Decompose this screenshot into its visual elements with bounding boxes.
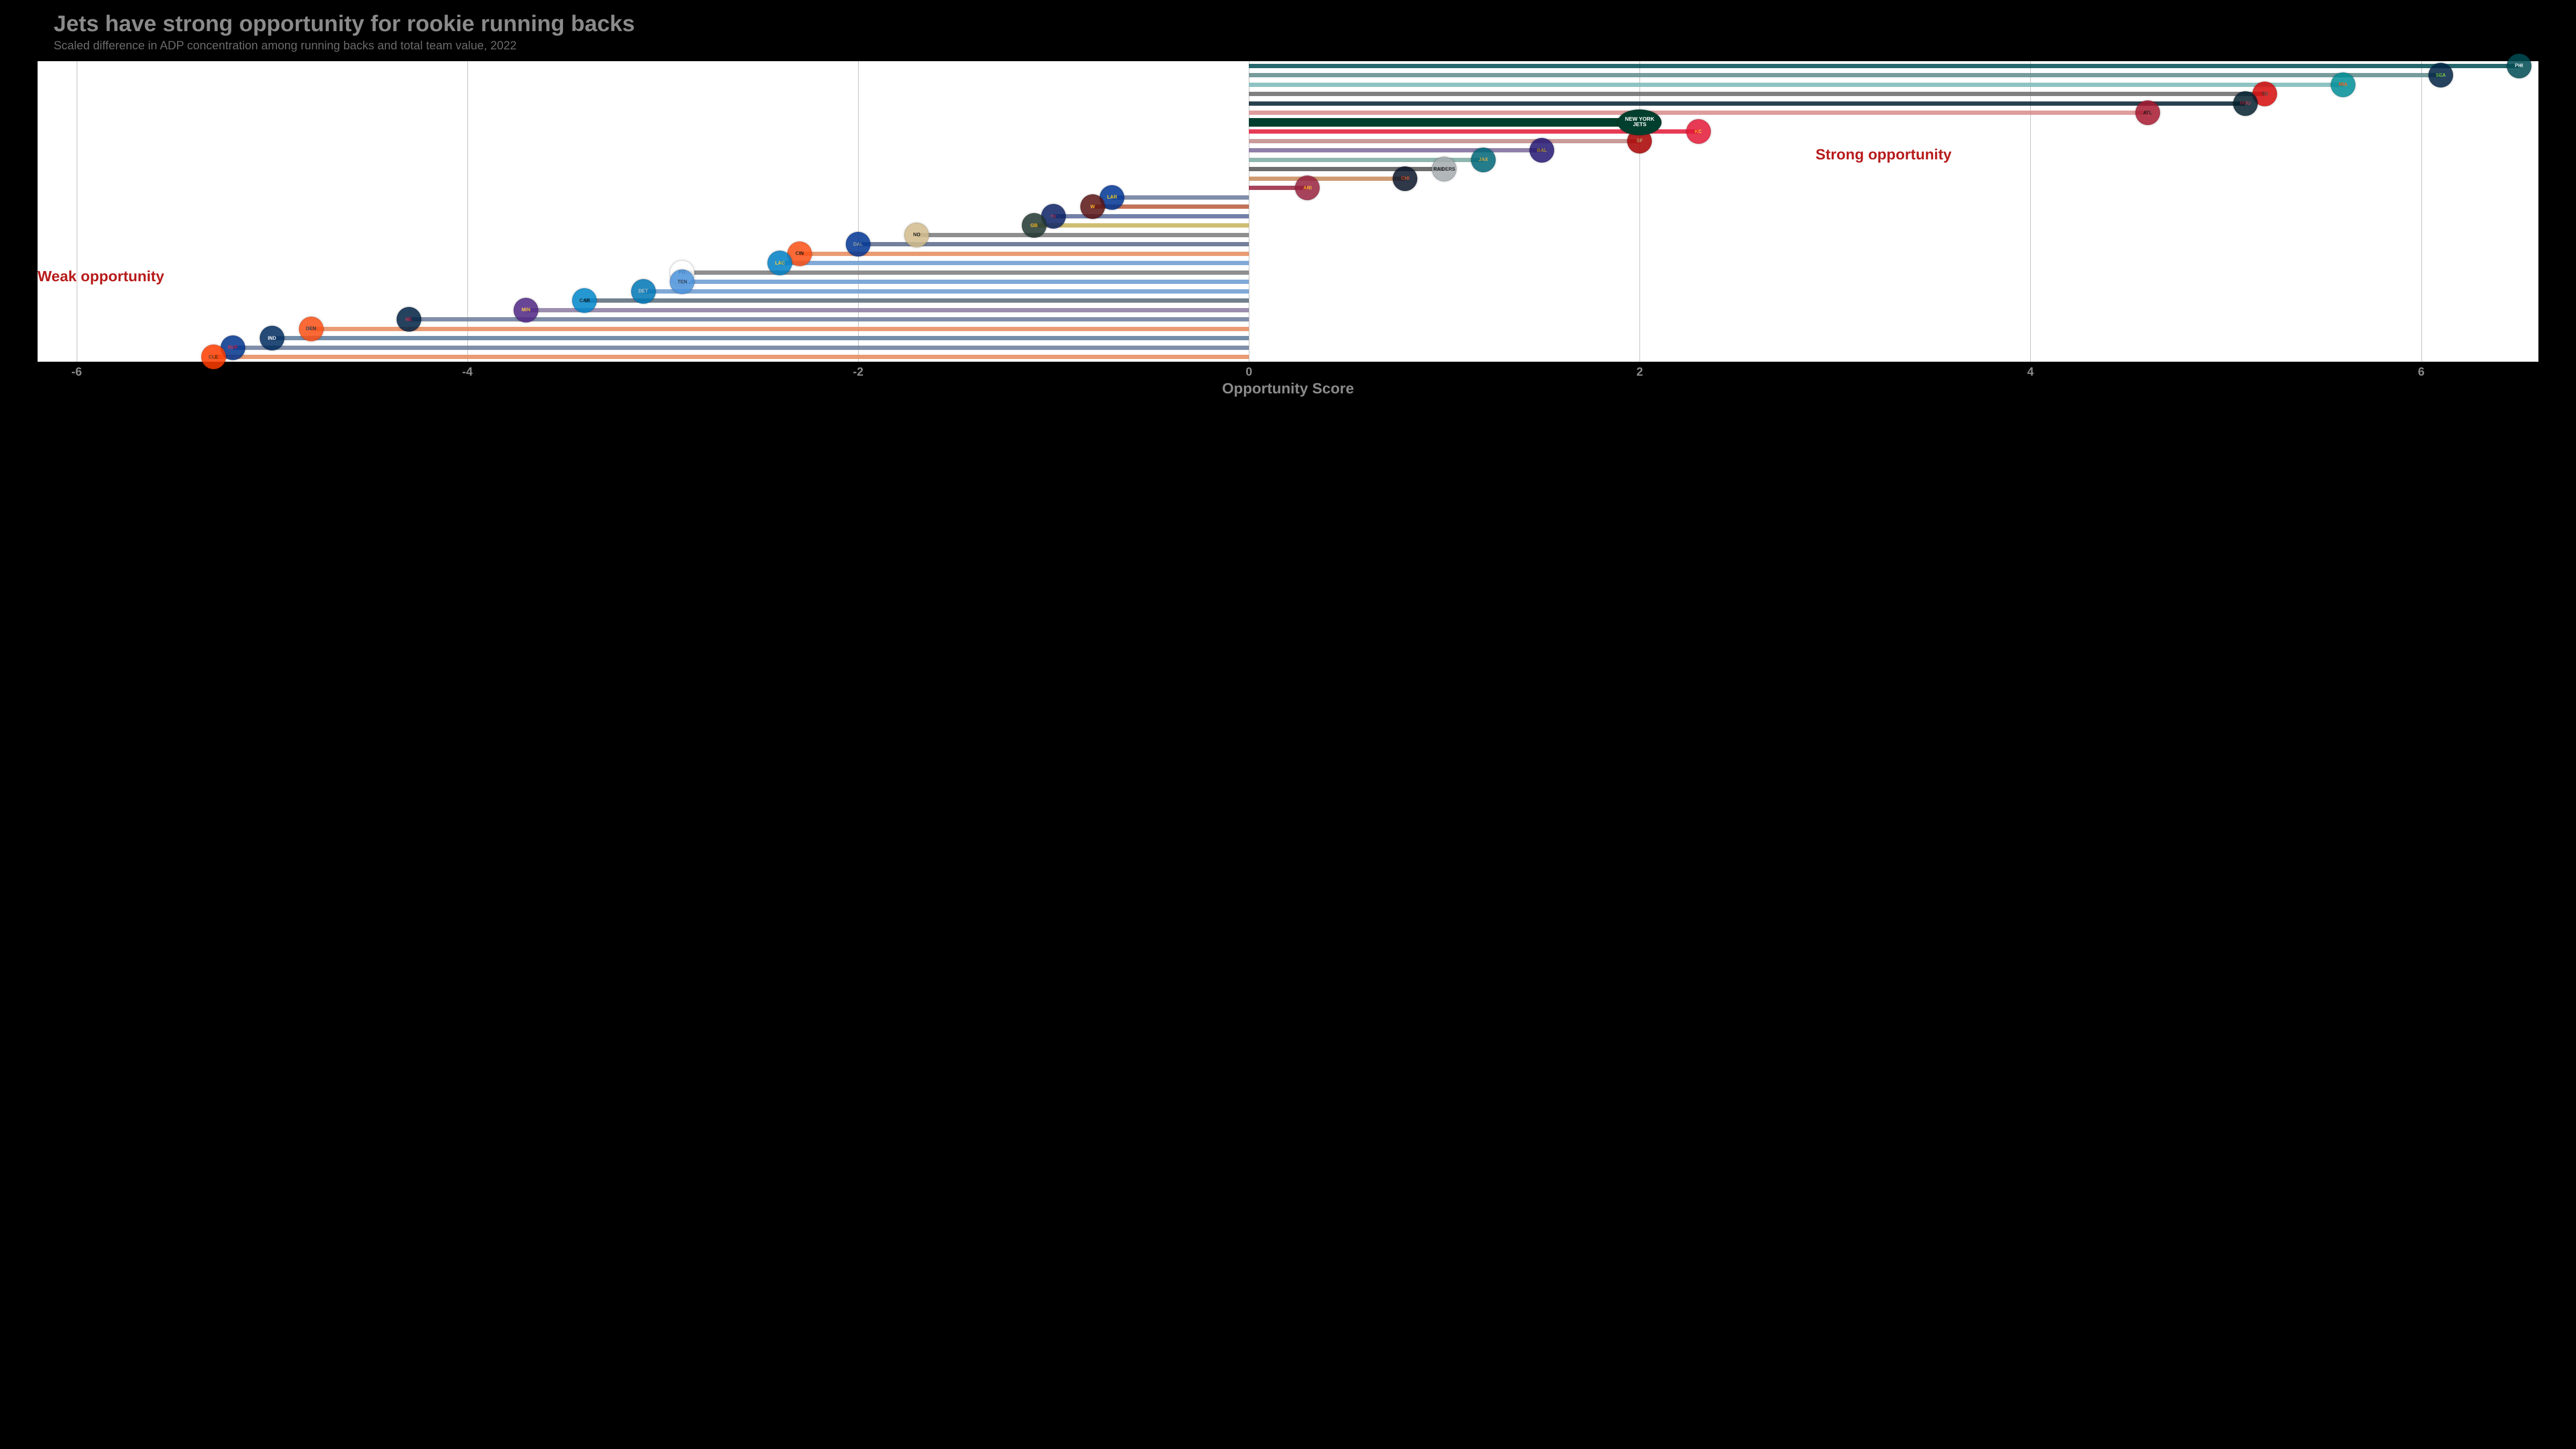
team-logo-det: DET: [631, 279, 656, 304]
bar-ind: [272, 336, 1249, 340]
bar-sf: [1249, 139, 1640, 143]
bar-det: [643, 289, 1249, 294]
bar-row: [38, 287, 2538, 296]
bar-row: [38, 202, 2538, 212]
x-tick: 6: [2418, 365, 2424, 379]
bar-ten: [682, 280, 1249, 284]
bar-no: [917, 233, 1249, 237]
bar-row: [38, 165, 2538, 174]
bar-bal: [1249, 148, 1542, 152]
team-logo-ind: IND: [260, 326, 284, 350]
bar-row: [38, 334, 2538, 343]
team-logo-nyj: NEW YORK JETS: [1618, 109, 1662, 135]
bar-pit: [682, 270, 1249, 275]
team-logo-den: DEN: [299, 317, 324, 341]
bar-hou: [1249, 101, 2245, 106]
bar-row: [38, 343, 2538, 353]
bar-lar: [1112, 195, 1249, 200]
bar-row: [38, 99, 2538, 108]
team-logo-hou: HOU: [2233, 91, 2258, 116]
bar-atl: [1249, 111, 2148, 115]
team-logo-ne: NE: [397, 307, 421, 332]
team-logo-mia: MIA: [2331, 72, 2355, 97]
bar-row: [38, 277, 2538, 287]
plot-area: PHISEAMIATBHOUATLNEW YORK JETSKCSFBALJAX…: [38, 61, 2538, 362]
team-logo-gb: GB: [1022, 213, 1046, 238]
bar-chi: [1249, 177, 1405, 181]
team-logo-bal: BAL: [1529, 138, 1554, 163]
annotation: Weak opportunity: [38, 268, 164, 285]
team-logo-jax: JAX: [1471, 148, 1496, 172]
team-logo-kc: KC: [1686, 119, 1711, 144]
bar-row: [38, 108, 2538, 118]
team-logo-atl: ATL: [2135, 100, 2160, 125]
bar-row: [38, 136, 2538, 146]
x-tick: -6: [71, 365, 82, 379]
bar-row: [38, 90, 2538, 99]
bar-lac: [780, 261, 1249, 265]
team-logo-cle: CLE: [201, 345, 226, 369]
team-logo-sea: SEA: [2428, 63, 2453, 87]
bar-row: [38, 249, 2538, 259]
bar-row: [38, 230, 2538, 240]
bar-mia: [1249, 83, 2343, 87]
bar-row: [38, 127, 2538, 137]
bar-car: [584, 298, 1249, 303]
bar-row: [38, 155, 2538, 165]
team-logo-car: CAR: [572, 288, 597, 313]
chart-title: Jets have strong opportunity for rookie …: [54, 11, 2538, 36]
bar-min: [526, 308, 1249, 312]
team-logo-no: NO: [904, 223, 929, 247]
bar-row: [38, 353, 2538, 362]
bar-row: [38, 80, 2538, 90]
bar-row: [38, 184, 2538, 193]
bar-row: [38, 146, 2538, 156]
x-tick: -2: [853, 365, 863, 379]
bar-row: [38, 211, 2538, 221]
bar-buf: [233, 346, 1249, 350]
bar-den: [311, 327, 1249, 331]
team-logo-lv: RAIDERS: [1432, 157, 1457, 181]
bar-row: [38, 240, 2538, 250]
bar-nyj: [1249, 118, 1640, 127]
team-logo-ten: TEN: [670, 269, 694, 294]
bar-row: [38, 221, 2538, 231]
bar-row: [38, 268, 2538, 277]
bar-sea: [1249, 73, 2441, 77]
x-tick: -4: [462, 365, 473, 379]
team-logo-min: MIN: [514, 298, 538, 323]
bar-row: [38, 174, 2538, 184]
bar-gb: [1034, 223, 1249, 228]
team-logo-lac: LAC: [767, 251, 792, 275]
team-logo-ari: ARI: [1295, 175, 1320, 200]
x-tick: 2: [1636, 365, 1643, 379]
x-tick: 0: [1246, 365, 1252, 379]
bar-row: [38, 71, 2538, 80]
chart-subtitle: Scaled difference in ADP concentration a…: [54, 39, 2538, 53]
bar-phi: [1249, 64, 2519, 68]
bar-row: [38, 61, 2538, 71]
bar-tb: [1249, 92, 2265, 96]
bar-row: [38, 193, 2538, 202]
annotation: Strong opportunity: [1816, 146, 1952, 163]
team-logo-dal: DAL: [846, 232, 870, 257]
bar-row: [38, 118, 2538, 127]
team-logo-chi: CHI: [1393, 166, 1417, 191]
bar-row: [38, 259, 2538, 268]
bar-cle: [214, 355, 1249, 359]
x-tick: 4: [2027, 365, 2033, 379]
x-axis-label: Opportunity Score: [38, 380, 2538, 397]
team-logo-was: W: [1080, 194, 1105, 219]
bar-row: [38, 296, 2538, 306]
chart-wrapper: Jets have strong opportunity for rookie …: [0, 0, 2576, 1449]
team-logo-phi: PHI: [2507, 54, 2531, 78]
